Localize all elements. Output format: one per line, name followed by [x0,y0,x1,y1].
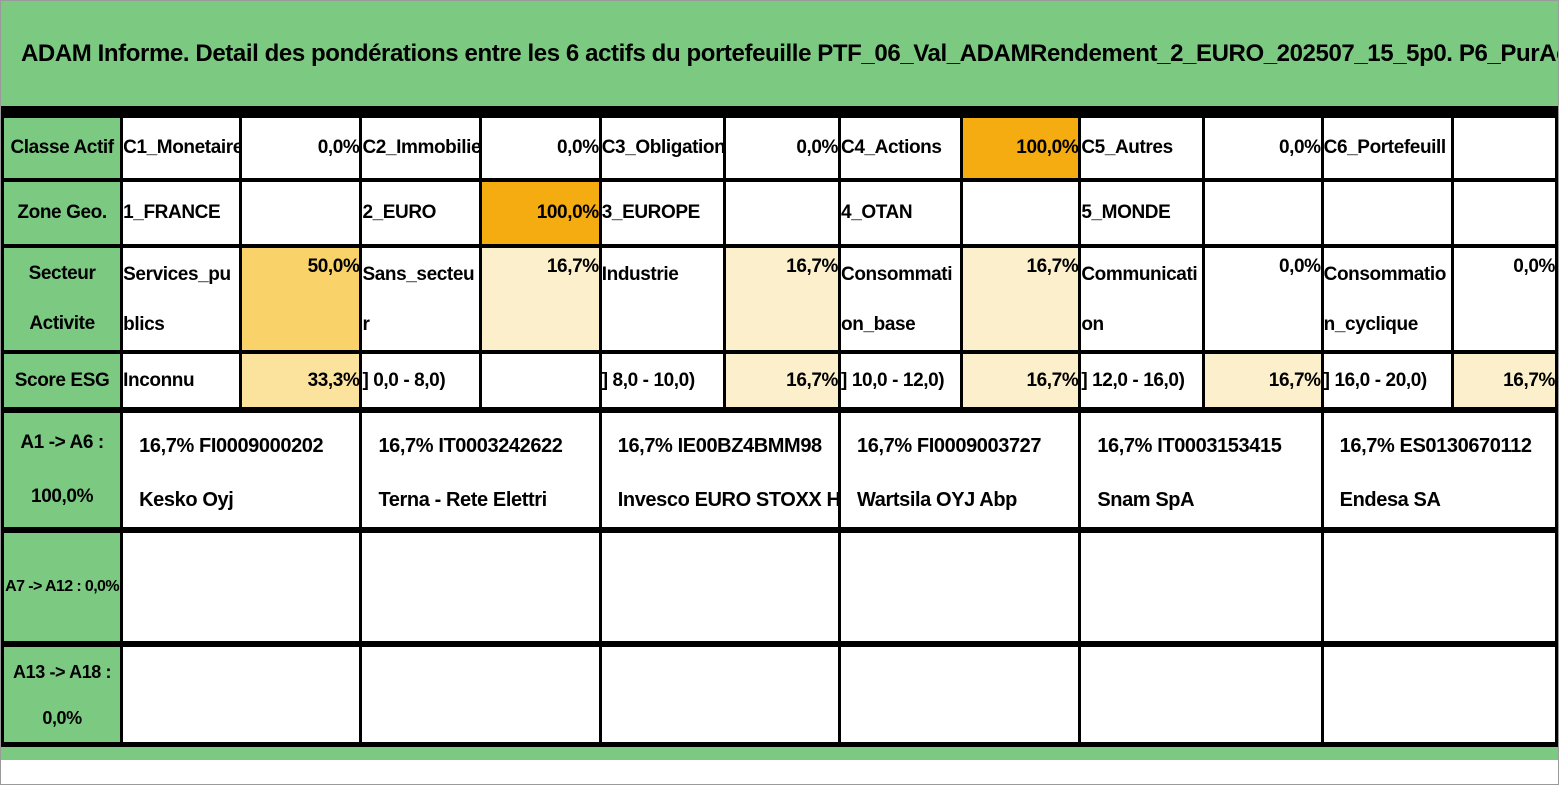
weights-table: Classe Actif C1_Monetaire 0,0% C2_Immobi… [1,114,1558,746]
asset-4-cell: 16,7% FI0009003727 Wartsila OYJ Abp [838,407,1082,532]
esg-4-name: ] 10,0 - 12,0) [838,350,964,412]
row-classe-actif: Classe Actif C1_Monetaire 0,0% C2_Immobi… [1,114,1558,182]
secteur-1-value-highlighted: 50,0% [239,244,363,354]
empty-cell [1320,641,1558,746]
classe-c4-value-highlighted: 100,0% [960,114,1082,182]
row-zone-geo: Zone Geo. 1_FRANCE 2_EURO 100,0% 3_EUROP… [1,178,1558,248]
esg-1-value-highlighted: 33,3% [239,350,363,412]
secteur-6-value: 0,0% [1450,244,1558,354]
secteur-4-value-highlighted: 16,7% [960,244,1082,354]
report-title: ADAM Informe. Detail des pondérations en… [21,39,1558,67]
asset-1-name: Kesko Oyj [139,489,234,511]
secteur-4-name: Consommation_base [838,244,964,354]
zone-geo-row-label: Zone Geo. [1,178,124,248]
classe-c4-name: C4_Actions [838,114,964,182]
zone-3-name: 3_EUROPE [598,178,726,248]
zone-5-value [1201,178,1324,248]
asset-2-cell: 16,7% IT0003242622 Terna - Rete Elettri [359,407,602,532]
esg-1-name: Inconnu [120,350,243,412]
esg-5-value-highlighted: 16,7% [1201,350,1324,412]
zone-4-value [960,178,1082,248]
classe-c3-name: C3_Obligations [598,114,726,182]
asset-4-line1: 16,7% FI0009003727 [857,435,1042,457]
classe-actif-row-label: Classe Actif [1,114,124,182]
secteur-3-name: Industrie [598,244,726,354]
asset-3-name: Invesco EURO STOXX H [617,489,840,511]
empty-cell [359,527,602,646]
row-assets-a7-a12: A7 -> A12 : 0,0% [1,527,1558,646]
score-esg-row-label: Score ESG [1,350,124,412]
zone-1-value [239,178,363,248]
asset-6-line1: 16,7% ES0130670112 [1339,435,1532,457]
row-assets-a1-a6: A1 -> A6 : 100,0% 16,7% FI0009000202 Kes… [1,407,1558,532]
asset-2-name: Terna - Rete Elettri [378,489,547,511]
zone-3-value [722,178,842,248]
asset-4-name: Wartsila OYJ Abp [857,489,1017,511]
asset-1-cell: 16,7% FI0009000202 Kesko Oyj [120,407,363,532]
empty-cell [359,641,602,746]
empty-cell [120,641,363,746]
asset-6-name: Endesa SA [1339,489,1441,511]
zone-1-name: 1_FRANCE [120,178,243,248]
secteur-1-name: Services_publics [120,244,243,354]
esg-6-value-highlighted: 16,7% [1450,350,1558,412]
asset-2-line1: 16,7% IT0003242622 [378,435,563,457]
empty-cell [1320,527,1558,646]
esg-5-name: ] 12,0 - 16,0) [1078,350,1205,412]
zone-2-value-highlighted: 100,0% [478,178,602,248]
classe-c6-value [1450,114,1558,182]
zone-6-value [1450,178,1558,248]
assets-a13-a18-row-label: A13 -> A18 : 0,0% [1,641,124,746]
zone-5-name: 5_MONDE [1078,178,1205,248]
asset-3-line1: 16,7% IE00BZ4BMM98 [617,435,822,457]
empty-cell [598,641,842,746]
classe-c1-value: 0,0% [239,114,363,182]
classe-c6-name: C6_Portefeuill [1320,114,1454,182]
esg-6-name: ] 16,0 - 20,0) [1320,350,1454,412]
empty-cell [598,527,842,646]
assets-a1-a6-row-label: A1 -> A6 : 100,0% [1,407,124,532]
assets-a7-a12-row-label: A7 -> A12 : 0,0% [1,527,124,646]
classe-c3-value: 0,0% [722,114,842,182]
esg-2-value [478,350,602,412]
classe-c2-name: C2_Immobilier [359,114,482,182]
row-secteur-activite: Secteur Activite Services_publics 50,0% … [1,244,1558,354]
classe-c5-value: 0,0% [1201,114,1324,182]
asset-3-cell: 16,7% IE00BZ4BMM98 Invesco EURO STOXX H [598,407,842,532]
asset-6-cell: 16,7% ES0130670112 Endesa SA [1320,407,1558,532]
esg-3-value-highlighted: 16,7% [722,350,842,412]
empty-cell [838,641,1082,746]
esg-2-name: ] 0,0 - 8,0) [359,350,482,412]
empty-cell [1078,527,1324,646]
empty-cell [838,527,1082,646]
classe-c5-name: C5_Autres [1078,114,1205,182]
asset-5-line1: 16,7% IT0003153415 [1097,435,1282,457]
zone-4-name: 4_OTAN [838,178,964,248]
row-assets-a13-a18: A13 -> A18 : 0,0% [1,641,1558,746]
empty-cell [120,527,363,646]
esg-3-name: ] 8,0 - 10,0) [598,350,726,412]
secteur-row-label: Secteur Activite [1,244,124,354]
asset-5-cell: 16,7% IT0003153415 Snam SpA [1078,407,1324,532]
empty-cell [1078,641,1324,746]
secteur-5-value: 0,0% [1201,244,1324,354]
secteur-3-value-highlighted: 16,7% [722,244,842,354]
esg-4-value-highlighted: 16,7% [960,350,1082,412]
classe-c2-value: 0,0% [478,114,602,182]
report-title-bar: ADAM Informe. Detail des pondérations en… [1,1,1558,114]
bottom-green-strip [1,746,1558,760]
secteur-6-name: Consommation_cyclique [1320,244,1454,354]
row-score-esg: Score ESG Inconnu 33,3% ] 0,0 - 8,0) ] 8… [1,350,1558,412]
asset-5-name: Snam SpA [1097,489,1195,511]
zone-2-name: 2_EURO [359,178,482,248]
zone-6-name [1320,178,1454,248]
classe-c1-name: C1_Monetaire [120,114,243,182]
asset-1-line1: 16,7% FI0009000202 [139,435,324,457]
secteur-5-name: Communication [1078,244,1205,354]
secteur-2-name: Sans_secteur [359,244,482,354]
secteur-2-value-highlighted: 16,7% [478,244,602,354]
